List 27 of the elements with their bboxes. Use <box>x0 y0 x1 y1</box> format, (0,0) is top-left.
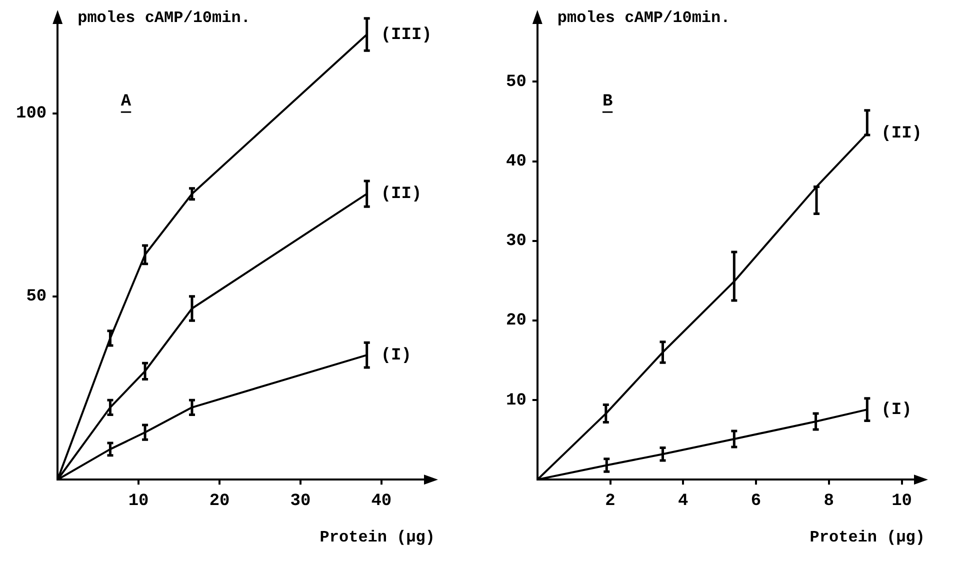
x-axis-title: Protein (µg) <box>320 528 435 547</box>
y-tick-label: 20 <box>506 312 526 331</box>
x-tick-label: 10 <box>128 492 149 512</box>
y-tick-label: 40 <box>506 152 526 172</box>
y-tick-label: 10 <box>506 391 526 410</box>
y-axis-title: pmoles cAMP/10min. <box>78 9 250 28</box>
y-axis-title: pmoles cAMP/10min. <box>557 9 730 28</box>
y-tick-label: 100 <box>16 104 47 124</box>
x-axis-title: Protein (µg) <box>810 528 925 547</box>
x-tick-label: 2 <box>605 492 616 512</box>
text: A <box>120 92 132 112</box>
series-label: (II) <box>380 185 422 204</box>
x-tick-label: 20 <box>209 492 230 512</box>
x-tick-label: 8 <box>824 492 834 512</box>
series-label: (II) <box>881 124 922 144</box>
x-tick-label: 10 <box>892 492 912 512</box>
y-tick-label: 50 <box>26 288 47 307</box>
x-tick-label: 4 <box>678 492 688 512</box>
x-tick-label: 6 <box>750 492 762 512</box>
x-tick-label: 40 <box>371 492 392 512</box>
text: B <box>602 92 613 112</box>
series-label: (I) <box>881 400 912 420</box>
y-tick-label: 50 <box>506 72 526 92</box>
y-tick-label: 30 <box>506 232 526 252</box>
x-tick-label: 30 <box>290 492 311 512</box>
series-label: (I) <box>380 346 412 366</box>
series-label: (III) <box>380 26 432 45</box>
